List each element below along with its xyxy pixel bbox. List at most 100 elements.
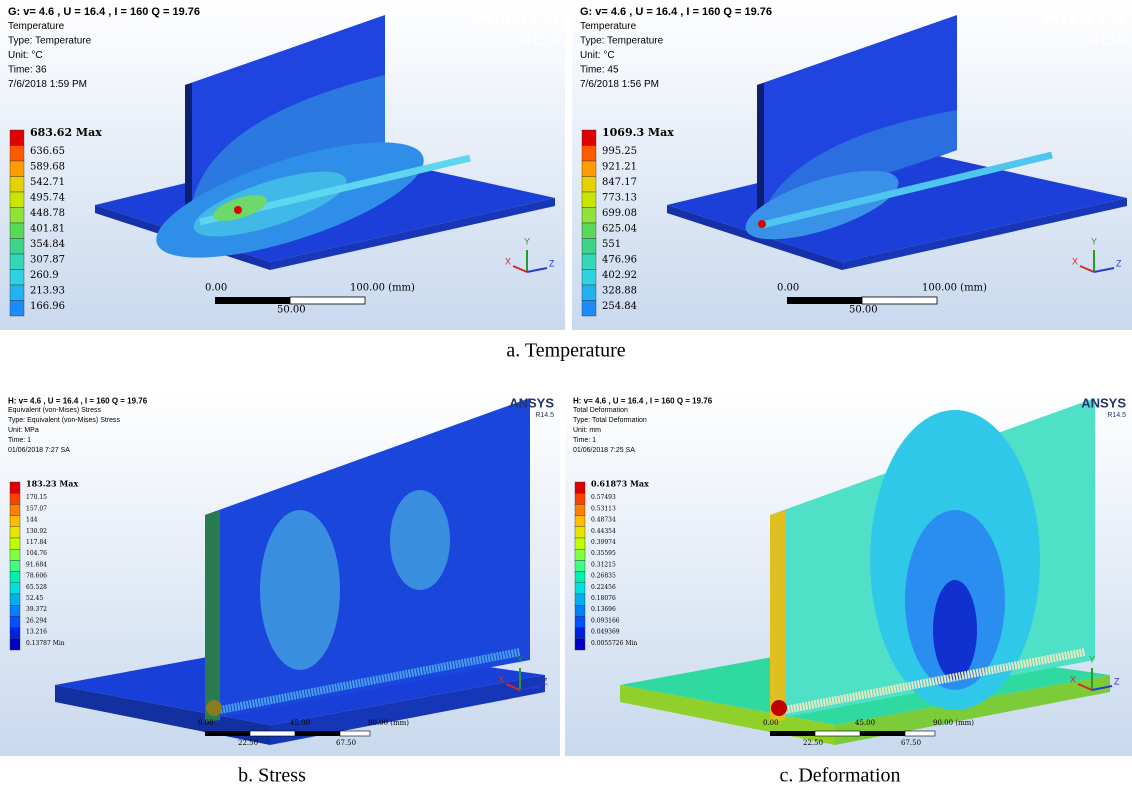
legend-label: 213.93 [30, 285, 65, 296]
legend-label: 0.31215 [591, 561, 616, 568]
header-line: Type: Temperature [8, 35, 92, 46]
legend-swatch [10, 285, 24, 301]
legend-label: 401.81 [30, 223, 65, 234]
figure: a. Temperature b. Stress c. Deformation … [0, 0, 1132, 794]
legend-label: 166.96 [30, 301, 65, 312]
legend-swatch [582, 254, 596, 270]
header-line: Temperature [580, 21, 637, 32]
legend-label: 0.26835 [591, 573, 616, 580]
legend-label: 65.528 [26, 584, 47, 591]
legend-swatch [10, 605, 20, 616]
legend-label: 0.13696 [591, 606, 616, 613]
header-line: H: v= 4.6 , U = 16.4 , I = 160 Q = 19.76 [573, 397, 713, 406]
legend-label: 448.78 [30, 208, 65, 219]
legend-swatch [582, 301, 596, 317]
header-line: Time: 45 [580, 64, 619, 75]
legend-swatch [582, 208, 596, 224]
legend-label: 699.08 [602, 208, 637, 219]
panel: G: v= 4.6 , U = 16.4 , I = 160 Q = 19.76… [572, 0, 1132, 330]
scale-label: 90.00 (mm) [368, 719, 409, 727]
legend-label: 0.53113 [591, 505, 616, 512]
legend-label: 542.71 [30, 177, 65, 188]
header-line: Type: Temperature [580, 35, 664, 46]
panel: H: v= 4.6 , U = 16.4 , I = 160 Q = 19.76… [565, 390, 1132, 756]
hot-spot [234, 206, 242, 214]
legend-label: 683.62 Max [30, 126, 102, 139]
legend-swatch [575, 527, 585, 538]
legend-label: 26.294 [26, 617, 47, 624]
header-line: 7/6/2018 1:59 PM [8, 79, 87, 90]
legend-label: 0.13787 Min [26, 640, 65, 647]
header-line: Time: 1 [573, 437, 596, 444]
scale-label: 0.00 [763, 719, 779, 727]
legend-label: 91.684 [26, 561, 47, 568]
legend-label: 0.35595 [591, 550, 616, 557]
panel: H: v= 4.6 , U = 16.4 , I = 160 Q = 19.76… [0, 390, 560, 756]
legend-swatch [10, 628, 20, 639]
version: R15.0 [522, 31, 560, 47]
triad-label: X [1070, 674, 1076, 684]
legend-label: 476.96 [602, 254, 637, 265]
triad-label: X [505, 256, 511, 266]
caption: b. Stress [238, 765, 306, 787]
scale-label: 67.50 [901, 739, 921, 747]
header-line: Time: 1 [8, 437, 31, 444]
panel: G: v= 4.6 , U = 16.4 , I = 160 Q = 19.76… [0, 0, 565, 330]
scale-label: 90.00 (mm) [933, 719, 974, 727]
legend-swatch [575, 549, 585, 560]
header-line: 01/06/2018 7:27 SA [8, 447, 70, 454]
legend-label: 0.18076 [591, 595, 616, 602]
scale-bar [787, 297, 862, 304]
scale-label: 0.00 [198, 719, 214, 727]
legend-label: 183.23 Max [26, 478, 78, 488]
header-line: Unit: °C [580, 50, 615, 61]
legend-swatch [10, 639, 20, 650]
header-line: Equivalent (von-Mises) Stress [8, 407, 101, 414]
legend-swatch [582, 130, 596, 146]
legend-swatch [10, 301, 24, 317]
legend-label: 773.13 [602, 192, 637, 203]
version: R14.5 [1107, 412, 1126, 419]
legend-label: 847.17 [602, 177, 637, 188]
legend-swatch [10, 270, 24, 286]
legend-swatch [10, 493, 20, 504]
legend-label: 117.84 [26, 539, 47, 546]
legend-swatch [575, 504, 585, 515]
legend-label: 625.04 [602, 223, 637, 234]
legend-swatch [10, 239, 24, 255]
legend-label: 0.61873 Max [591, 478, 649, 488]
scale-bar [862, 297, 937, 304]
legend-swatch [582, 223, 596, 239]
legend-label: 354.84 [30, 239, 65, 250]
scale-bar [815, 731, 860, 736]
scale-bar [340, 731, 370, 736]
scale-label: 67.50 [336, 739, 356, 747]
legend-swatch [575, 482, 585, 493]
scale-label: 100.00 (mm) [350, 282, 415, 293]
legend-swatch [575, 605, 585, 616]
legend-swatch [575, 560, 585, 571]
legend-swatch [10, 538, 20, 549]
legend-label: 260.9 [30, 270, 59, 281]
scale-label: 45.00 [290, 719, 310, 727]
legend-label: 0.39974 [591, 539, 616, 546]
legend-swatch [10, 516, 20, 527]
triad-label: Z [1114, 676, 1120, 686]
scale-label: 0.00 [205, 282, 227, 293]
scale-bar [215, 297, 290, 304]
triad-label: Y [524, 236, 530, 246]
legend-label: 130.92 [26, 528, 47, 535]
legend-swatch [582, 270, 596, 286]
legend-label: 0.48734 [591, 517, 616, 524]
web-edge [770, 510, 785, 722]
legend-label: 52.45 [26, 595, 43, 602]
legend-label: 1069.3 Max [602, 126, 674, 139]
scale-label: 50.00 [849, 304, 878, 315]
header-line: Unit: MPa [8, 427, 39, 434]
legend-swatch [10, 583, 20, 594]
legend-label: 254.84 [602, 301, 637, 312]
legend-swatch [10, 254, 24, 270]
legend-swatch [10, 482, 20, 493]
legend-label: 104.76 [26, 550, 47, 557]
logo: ANSYS [1043, 4, 1126, 31]
